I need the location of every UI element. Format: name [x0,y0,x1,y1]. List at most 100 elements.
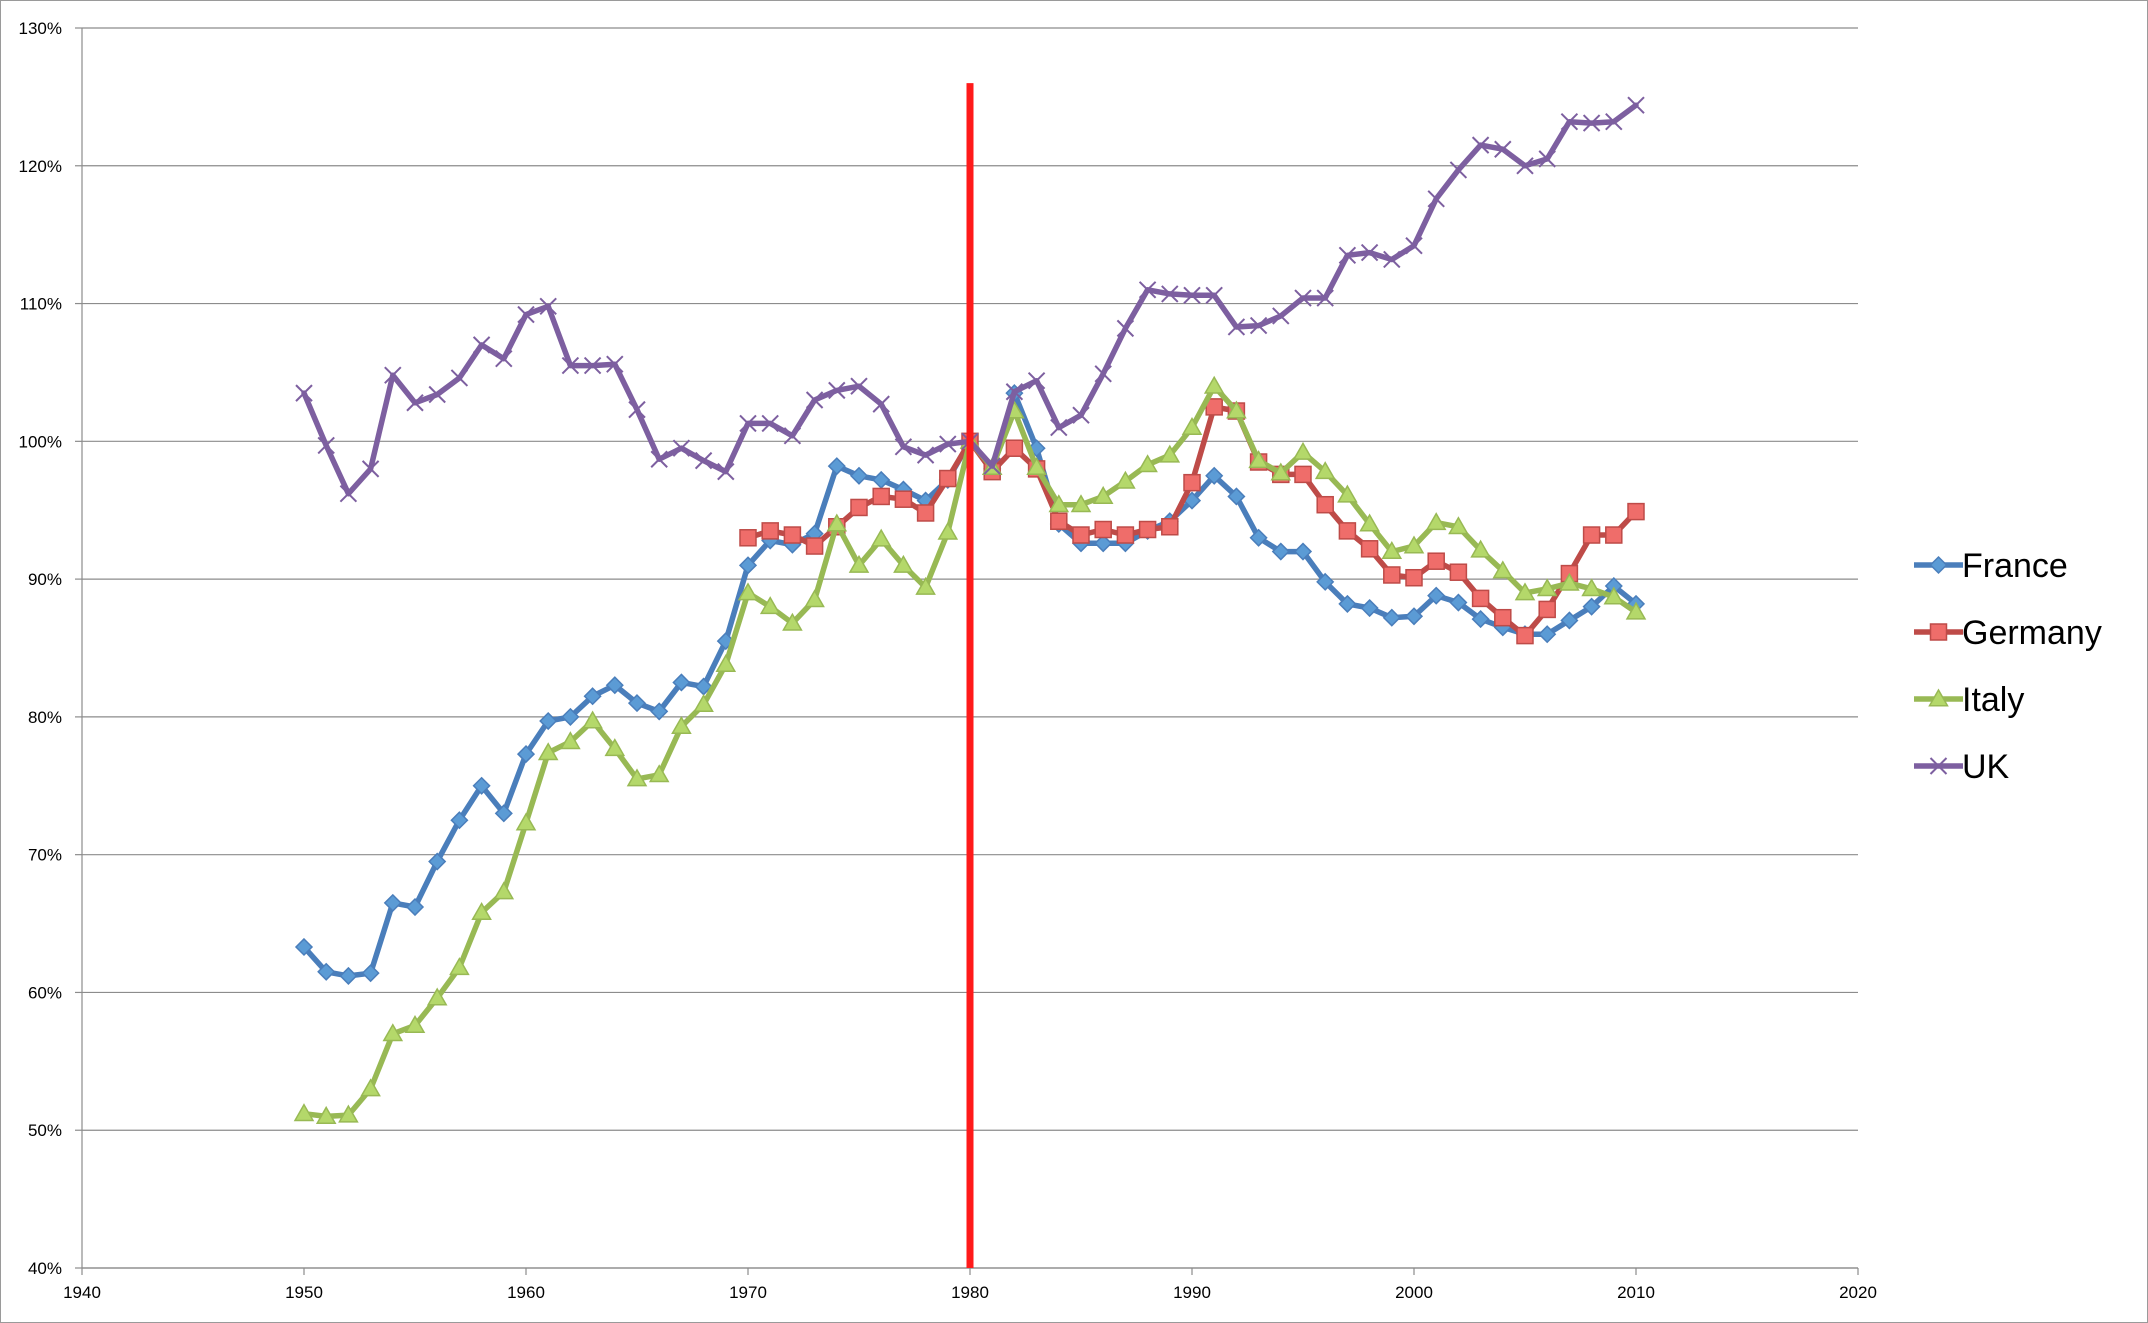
data-point-italy [404,1014,426,1034]
x-tick-label: 1970 [729,1283,767,1302]
marker-shape [450,811,469,830]
data-point-france [627,694,647,713]
data-point-italy [1159,444,1181,463]
legend-item-france: France [1914,547,2068,585]
marker-shape [937,521,959,540]
marker-shape [1582,597,1601,616]
marker-shape [604,738,626,757]
marker-shape [1382,608,1401,627]
marker-shape [1116,526,1135,544]
marker-shape [471,902,492,921]
data-point-uk [384,366,402,384]
data-point-france [1249,528,1268,547]
data-point-france [1316,572,1335,591]
marker-stroke [1383,250,1401,269]
marker-shape [1627,502,1645,521]
marker-shape [1115,470,1136,489]
data-point-germany [1516,626,1534,645]
marker-shape [626,768,648,787]
data-point-uk [1050,418,1068,437]
marker-stroke [1560,112,1579,131]
marker-shape [805,537,824,555]
data-point-germany [850,498,868,517]
marker-shape [1470,539,1491,558]
marker-shape [737,582,759,601]
marker-shape [627,694,647,713]
marker-shape [939,469,957,488]
marker-stroke [1183,286,1201,304]
marker-stroke [583,356,602,375]
marker-shape [583,687,602,706]
data-point-italy [1203,375,1225,394]
marker-stroke [1582,114,1601,132]
data-point-france [1227,487,1246,506]
marker-shape [605,676,624,695]
x-tick-label: 1980 [951,1283,989,1302]
data-point-uk [1005,383,1024,401]
data-point-italy [1603,586,1625,605]
data-point-italy [826,513,848,532]
marker-shape [1427,586,1446,605]
data-point-uk [1427,190,1445,208]
data-point-germany [1338,522,1357,540]
marker-stroke [1316,289,1334,307]
data-point-uk [1227,318,1246,336]
marker-shape [1404,607,1424,626]
data-point-germany [1538,600,1556,619]
legend-marker-uk [1929,757,1948,775]
data-point-italy [1559,572,1580,591]
marker-shape [1494,608,1512,627]
marker-stroke [1005,383,1024,401]
marker-shape [1360,598,1379,618]
data-point-uk [1360,243,1379,262]
marker-shape [1138,520,1157,539]
marker-shape [1294,465,1312,484]
marker-stroke [783,427,802,445]
data-point-italy [1048,494,1070,513]
data-point-uk [1294,289,1312,307]
marker-stroke [1161,285,1179,303]
data-point-uk [939,435,957,453]
marker-stroke [850,377,868,395]
data-point-uk [1338,246,1357,265]
marker-stroke [894,438,913,456]
marker-shape [850,498,868,517]
marker-shape [1403,535,1425,554]
marker-shape [494,804,513,823]
marker-shape [516,745,536,764]
data-point-germany [939,469,957,488]
data-point-germany [1005,439,1024,457]
marker-shape [849,466,869,485]
data-point-italy [1314,461,1336,480]
data-point-france [1582,597,1601,616]
marker-shape [1072,526,1090,544]
marker-shape [1359,513,1380,532]
data-point-germany [1094,520,1112,539]
marker-shape [848,554,870,573]
data-point-uk [428,385,446,404]
data-point-italy [759,596,781,615]
marker-shape [1316,495,1334,514]
data-point-italy [1226,400,1247,419]
marker-shape [404,1014,426,1034]
marker-shape [1538,600,1556,619]
data-point-italy [1026,456,1047,476]
data-point-uk [295,384,313,402]
marker-stroke [495,349,513,368]
marker-shape [515,812,537,831]
data-point-france [827,457,846,476]
data-point-uk [1205,286,1223,304]
data-point-italy [1403,535,1425,554]
marker-shape [539,711,558,731]
data-point-germany [1449,563,1468,581]
data-point-uk [450,369,469,387]
marker-shape [1929,555,1948,575]
data-point-italy [671,716,692,735]
data-point-uk [694,451,713,470]
data-point-uk [1272,307,1290,325]
marker-shape [671,716,692,735]
data-point-italy [1536,578,1558,597]
